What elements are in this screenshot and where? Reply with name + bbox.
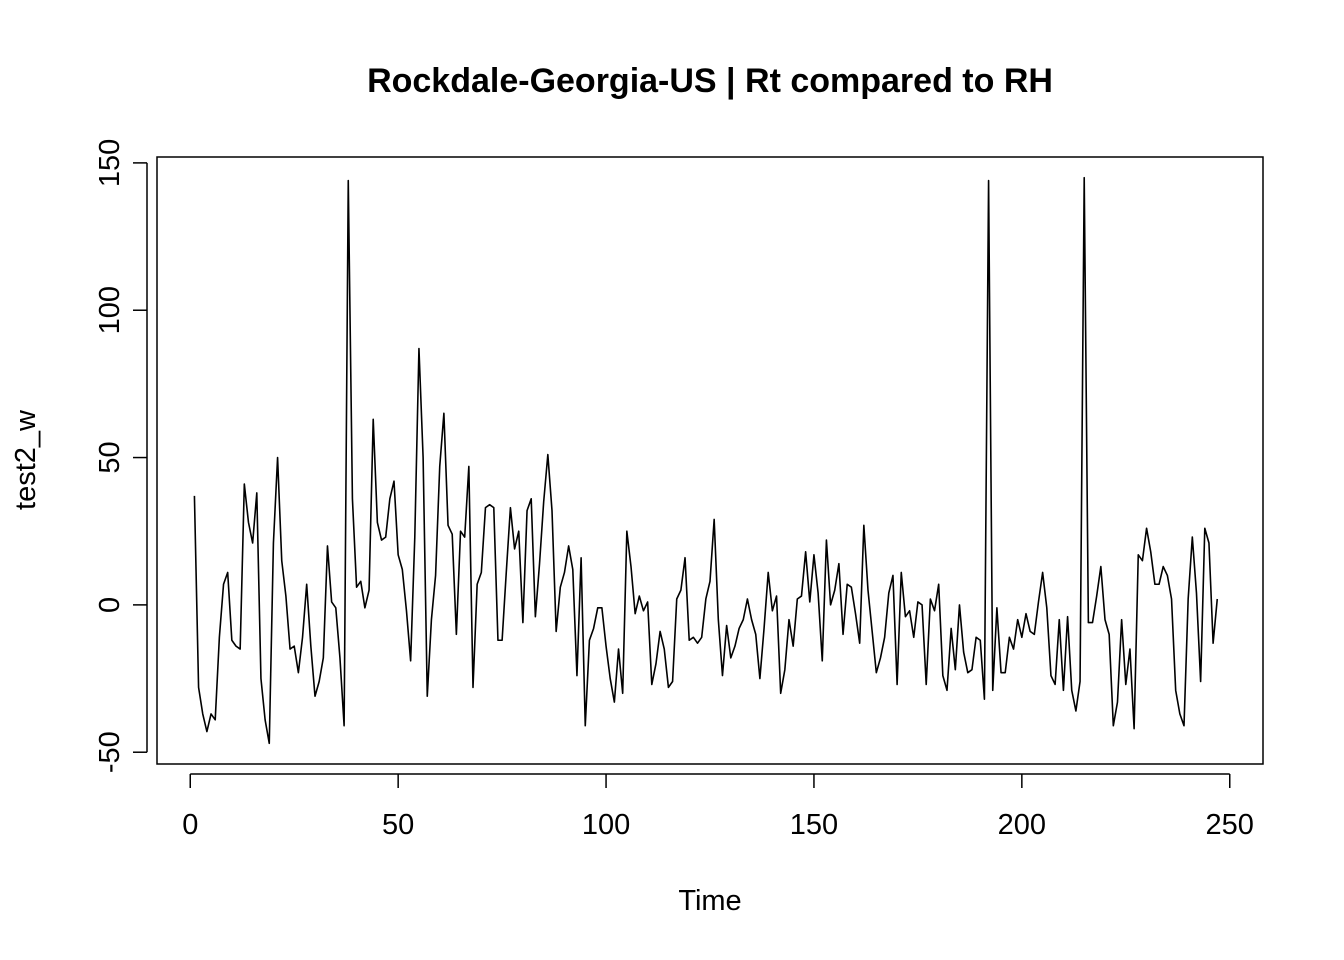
y-axis: -50 0 50 100 150 bbox=[94, 139, 148, 773]
x-tick-label: 150 bbox=[790, 809, 838, 841]
y-tick-label: 150 bbox=[94, 139, 126, 187]
series-line bbox=[193, 176, 1219, 745]
plot-area-frame bbox=[156, 156, 1264, 765]
y-tick-label: 50 bbox=[94, 441, 126, 473]
x-axis: 0 50 100 150 200 250 bbox=[182, 773, 1254, 841]
y-axis-label: test2_w bbox=[10, 409, 42, 510]
x-tick-label: 200 bbox=[998, 809, 1046, 841]
series-group bbox=[193, 176, 1219, 745]
y-tick-label: -50 bbox=[94, 731, 126, 773]
x-tick-label: 100 bbox=[582, 809, 630, 841]
x-tick-label: 0 bbox=[182, 809, 198, 841]
y-tick-label: 0 bbox=[94, 597, 126, 613]
chart-title: Rockdale-Georgia-US | Rt compared to RH bbox=[367, 62, 1053, 100]
y-tick-label: 100 bbox=[94, 286, 126, 334]
x-tick-label: 250 bbox=[1206, 809, 1254, 841]
x-tick-label: 50 bbox=[382, 809, 414, 841]
x-axis-label: Time bbox=[678, 885, 741, 917]
